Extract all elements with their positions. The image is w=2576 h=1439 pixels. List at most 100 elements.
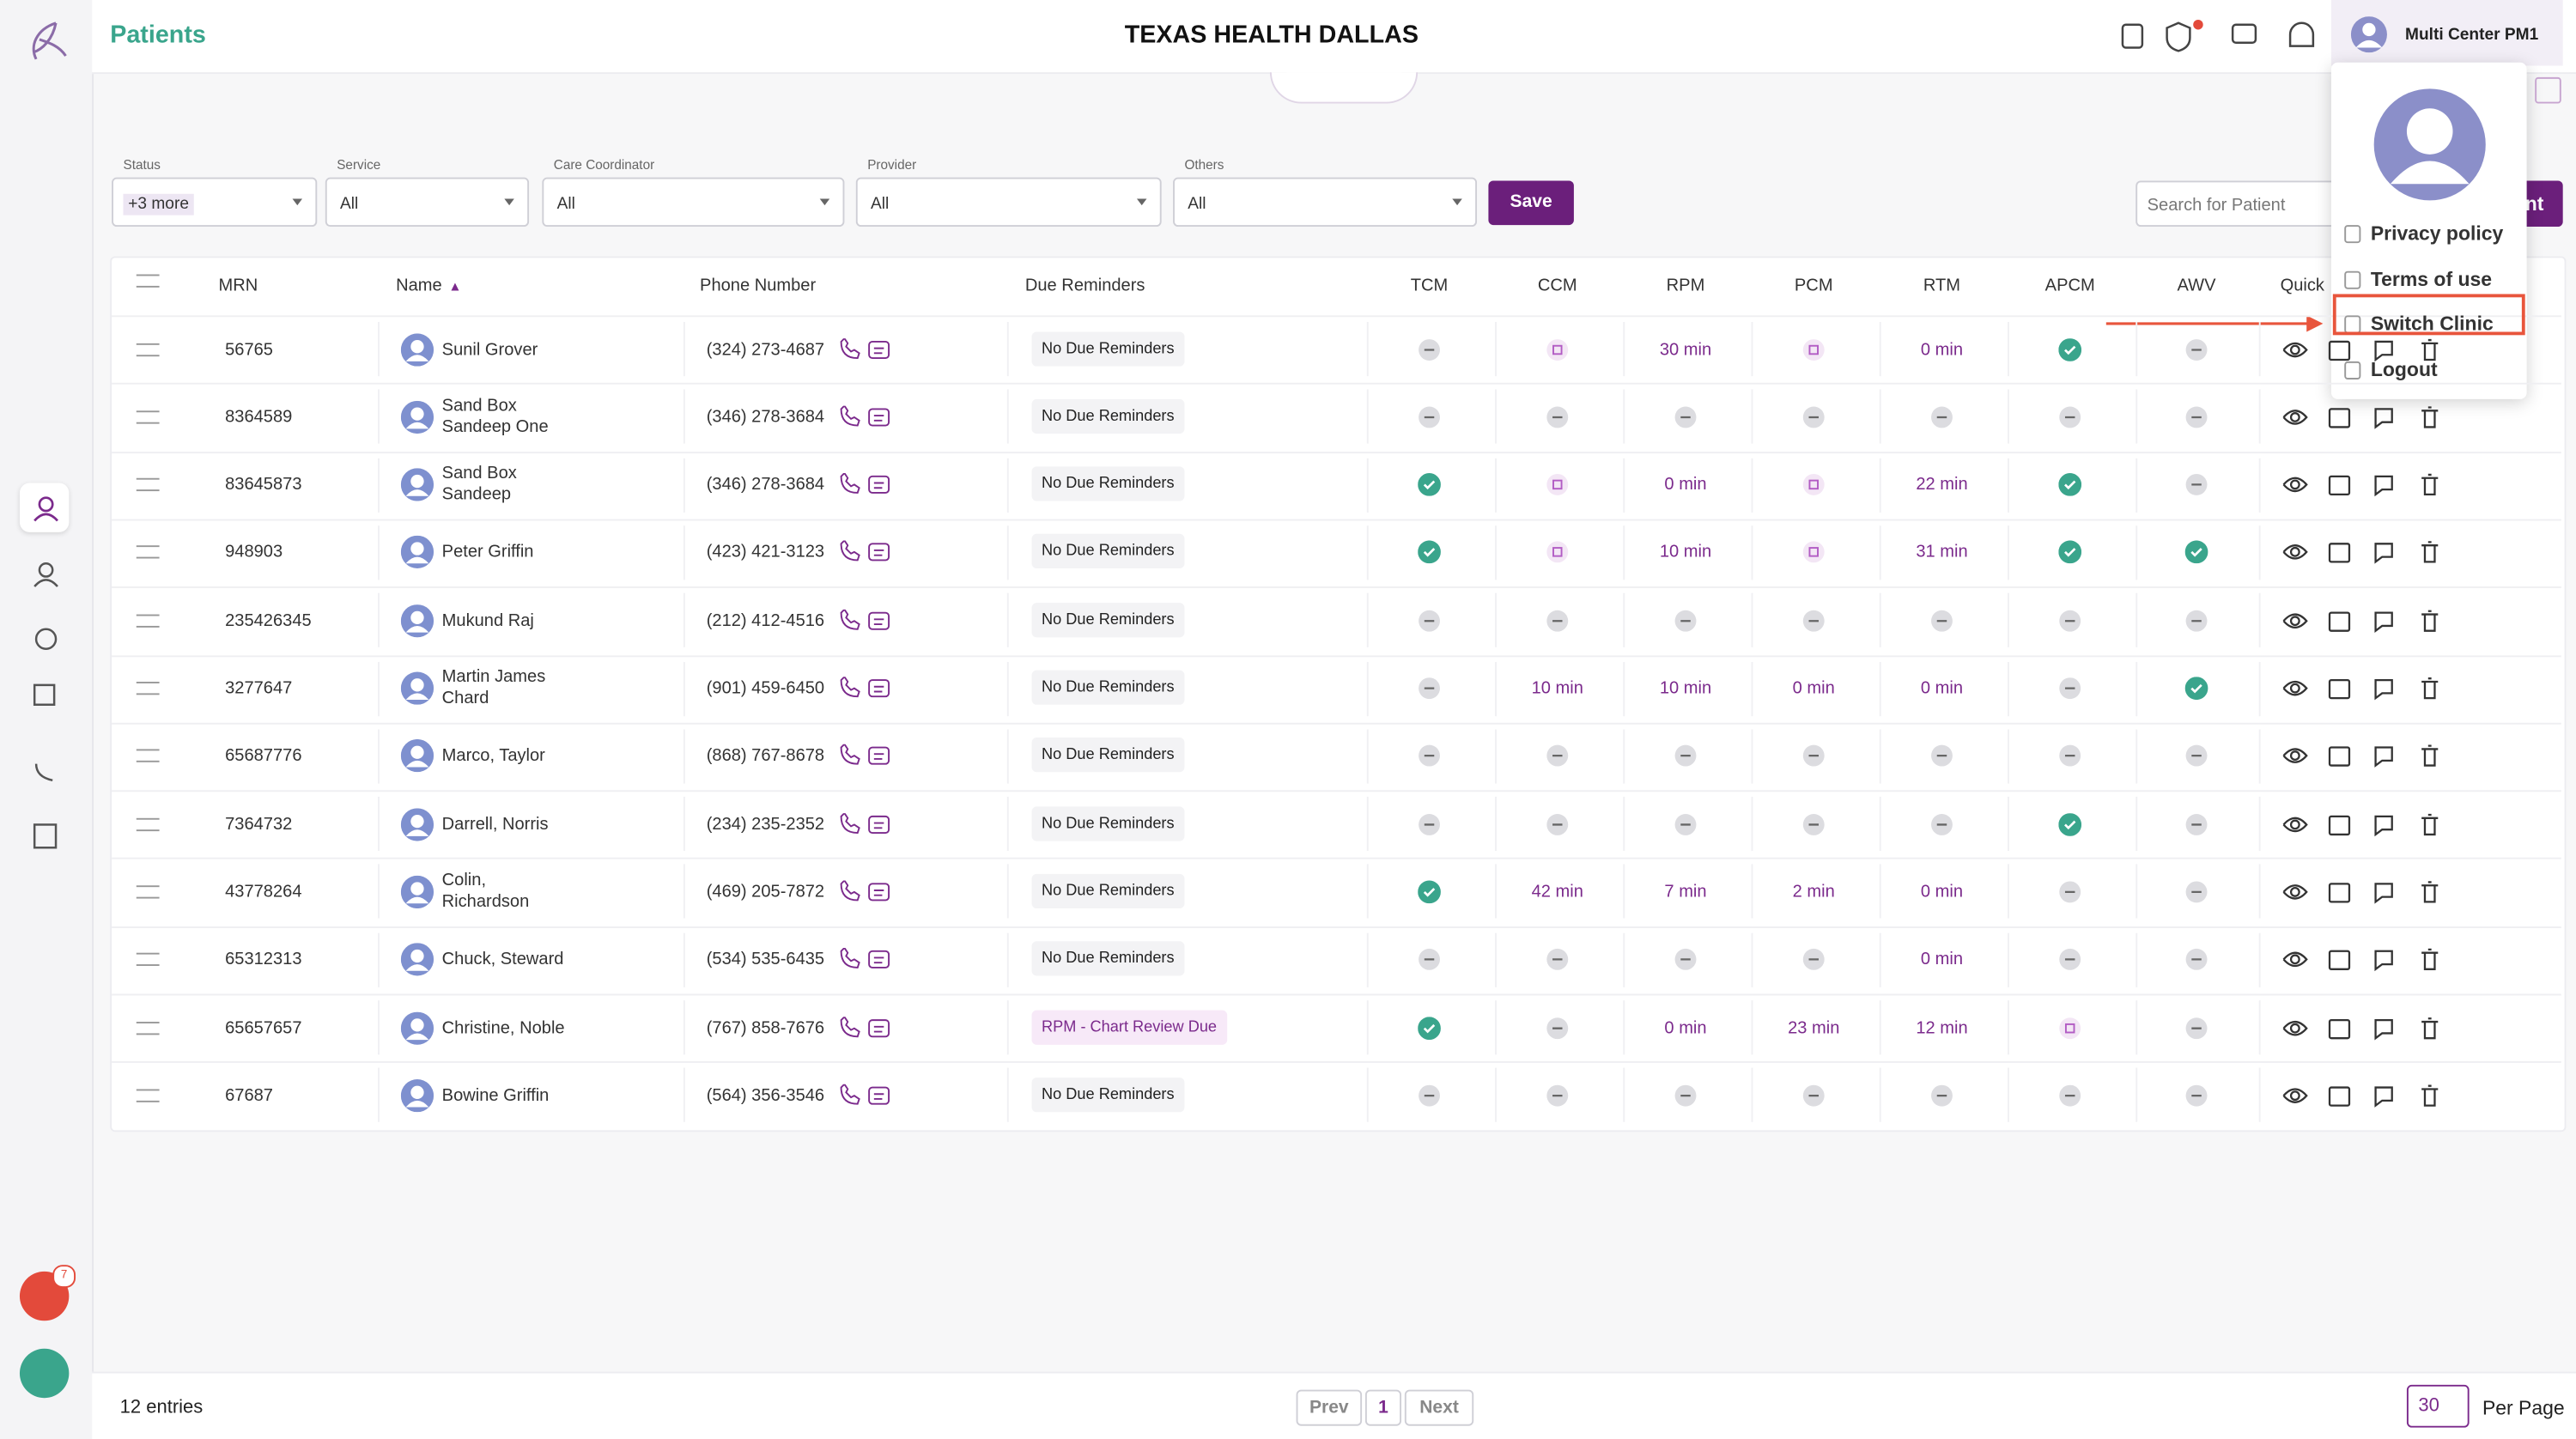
contact-icons[interactable] (838, 336, 894, 368)
header-icons[interactable] (2111, 13, 2325, 59)
filter-0[interactable]: Status +3 more (112, 158, 318, 228)
mrn: 235426345 (225, 610, 312, 631)
per-page-select[interactable] (2406, 1384, 2470, 1428)
dialpad-button[interactable] (19, 1348, 70, 1399)
cell-divider (2136, 865, 2138, 920)
filter-3[interactable]: Provider All (855, 158, 1162, 228)
menu-item[interactable]: Logout (2370, 358, 2438, 381)
row-actions[interactable] (2282, 946, 2446, 981)
drag-handle[interactable] (136, 1021, 160, 1035)
table-row (112, 790, 2561, 859)
drag-handle[interactable] (136, 342, 160, 356)
cell-divider (2008, 321, 2009, 377)
contact-icons[interactable] (838, 675, 894, 707)
caret (292, 198, 303, 206)
drag-handle[interactable] (136, 682, 160, 695)
cell-divider (2008, 661, 2009, 716)
prev-button[interactable]: Prev (1296, 1389, 1363, 1426)
status-done (2184, 677, 2208, 701)
menu-item[interactable]: Privacy policy (2370, 222, 2504, 246)
cell-divider (1623, 1068, 1625, 1123)
table-row (112, 519, 2561, 587)
caret (1136, 198, 1147, 206)
drag-handle[interactable] (136, 545, 160, 560)
menu-item[interactable]: Terms of use (2370, 267, 2493, 291)
contact-icons[interactable] (838, 1082, 894, 1114)
patient-name[interactable]: Darrell, Norris (441, 814, 549, 835)
contact-icons[interactable] (838, 946, 894, 979)
filter-1[interactable]: Service All (325, 158, 530, 228)
row-actions[interactable] (2282, 1014, 2446, 1048)
cell-divider (683, 932, 685, 987)
row-actions[interactable] (2282, 878, 2446, 913)
patient-name[interactable]: Bowine Griffin (441, 1085, 550, 1106)
status-none (1546, 812, 1569, 835)
patient-name[interactable]: Chuck, Steward (441, 950, 564, 970)
nav-icons[interactable] (0, 484, 92, 862)
filter-2[interactable]: Care Coordinator All (542, 158, 845, 228)
row-actions[interactable] (2282, 404, 2446, 438)
contact-icons[interactable] (838, 607, 894, 640)
save-button[interactable]: Save (1488, 180, 1574, 226)
cell-divider (1623, 321, 1625, 377)
cell-divider (1495, 729, 1497, 784)
cell-divider (1366, 1068, 1369, 1123)
patient-name[interactable]: Sand Box Sandeep (441, 463, 517, 505)
drag-handle[interactable] (136, 885, 160, 899)
row-actions[interactable] (2282, 675, 2446, 709)
patient-name[interactable]: Peter Griffin (441, 543, 534, 563)
contact-icons[interactable] (838, 539, 894, 572)
drag-handle[interactable] (136, 817, 160, 831)
external-link-icon[interactable] (2535, 76, 2561, 104)
nav-active[interactable] (19, 483, 70, 532)
drag-handle[interactable] (136, 1089, 160, 1102)
row-actions[interactable] (2282, 539, 2446, 574)
drag-handle[interactable] (136, 477, 160, 492)
phone: (469) 205-7872 (706, 882, 825, 902)
patient-avatar (400, 875, 434, 908)
patient-name[interactable]: Sand Box Sandeep One (441, 395, 549, 437)
drag-handle[interactable] (136, 750, 160, 763)
table-row (112, 858, 2561, 926)
cell-divider (1751, 458, 1753, 513)
patient-name[interactable]: Martin James Chard (441, 666, 546, 708)
cell-divider (1006, 797, 1009, 852)
contact-icons[interactable] (838, 811, 894, 843)
menu-item[interactable]: Switch Clinic (2370, 312, 2494, 336)
row-actions[interactable] (2282, 811, 2446, 845)
due-reminder: No Due Reminders (1031, 1077, 1185, 1112)
contact-icons[interactable] (838, 471, 894, 504)
row-actions[interactable] (2282, 607, 2446, 641)
filter-4[interactable]: Others All (1173, 158, 1478, 228)
drag-handle[interactable] (136, 613, 160, 628)
status-none (1802, 405, 1826, 428)
cell-divider (2136, 661, 2138, 716)
phone: (346) 278-3684 (706, 407, 825, 428)
status-none (1418, 677, 1441, 700)
patient-name[interactable]: Mukund Raj (441, 610, 534, 631)
patient-name[interactable]: Sunil Grover (441, 339, 538, 360)
status-none (2185, 1016, 2208, 1039)
column-header: Due Reminders (1024, 276, 1145, 296)
contact-icons[interactable] (838, 878, 894, 911)
collapse-handle[interactable] (1269, 72, 1419, 104)
contact-icons[interactable] (838, 743, 894, 775)
contact-icons[interactable] (838, 404, 894, 436)
row-actions[interactable] (2282, 336, 2446, 370)
contact-icons[interactable] (838, 1014, 894, 1047)
status-none (1802, 948, 1826, 971)
patient-avatar (400, 400, 434, 434)
drag-handle[interactable] (136, 410, 160, 424)
patient-name[interactable]: Marco, Taylor (441, 746, 545, 767)
filter-label: Care Coordinator (553, 157, 655, 173)
drag-handle[interactable] (136, 953, 160, 967)
next-button[interactable]: Next (1404, 1389, 1474, 1426)
row-actions[interactable] (2282, 471, 2446, 506)
row-actions[interactable] (2282, 743, 2446, 777)
row-actions[interactable] (2282, 1082, 2446, 1116)
patient-name[interactable]: Colin, Richardson (441, 870, 530, 912)
cell-divider (2136, 1000, 2138, 1055)
page-number[interactable]: 1 (1364, 1389, 1402, 1426)
status-none (1546, 1016, 1569, 1039)
patient-name[interactable]: Christine, Noble (441, 1017, 565, 1038)
